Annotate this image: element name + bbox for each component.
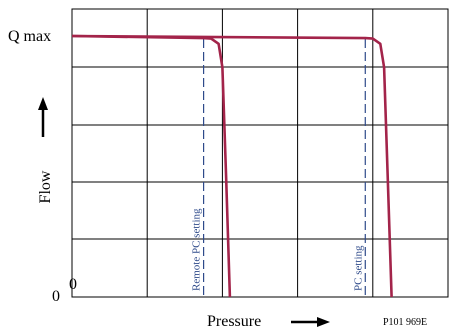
- figure-code: P101 969E: [383, 317, 427, 328]
- flow-curve-2: [71, 34, 393, 298]
- chart-grid: [71, 8, 449, 298]
- x-axis-label: Pressure: [207, 313, 261, 329]
- right-arrow-icon: [291, 317, 330, 327]
- setpoint-label-2: PC setting: [352, 245, 364, 291]
- y-zero-label: 0: [52, 288, 60, 305]
- y-top-label: Q max: [8, 28, 51, 45]
- y-axis-label: Flow: [37, 170, 54, 203]
- setpoint-lines: Remote PC setting PC setting: [191, 39, 366, 297]
- plot-border: [71, 8, 449, 298]
- flow-curves: [71, 34, 393, 298]
- setpoint-label-1: Remote PC setting: [191, 208, 203, 291]
- flow-curve-1: [71, 34, 232, 298]
- x-zero-label: 0: [69, 276, 77, 293]
- up-arrow-icon: [38, 97, 48, 137]
